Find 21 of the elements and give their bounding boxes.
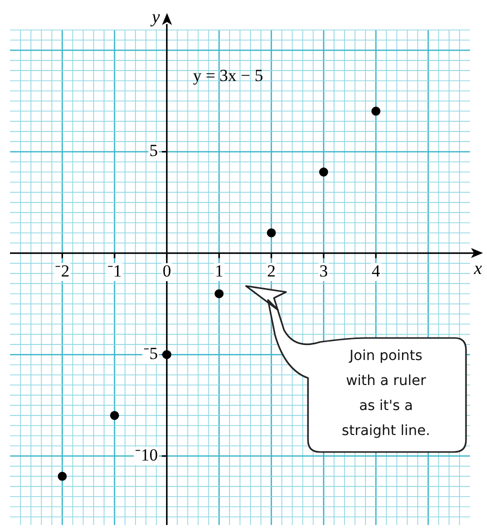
- y-axis-title: y: [150, 6, 160, 27]
- point: [319, 168, 328, 177]
- point: [371, 106, 380, 116]
- point: [58, 472, 67, 481]
- point: [110, 410, 120, 420]
- y-tick-label: ⁻5: [143, 344, 158, 364]
- y-tick-label: 5: [149, 141, 158, 160]
- x-tick-label: ⁻1: [107, 262, 122, 281]
- point: [266, 228, 276, 238]
- x-tick-label: 1: [214, 262, 224, 281]
- x-tick-label: 3: [319, 262, 328, 281]
- y-tick-label: ⁻10: [134, 445, 158, 464]
- point: [162, 350, 172, 360]
- x-tick-label: 2: [267, 262, 276, 281]
- x-axis-title: x: [473, 258, 482, 278]
- x-tick-label: ⁻2: [55, 262, 70, 281]
- x-tick-label: 0: [162, 262, 172, 281]
- annotation: y = 3x − 5: [192, 66, 264, 86]
- x-tick-label: 4: [372, 262, 381, 281]
- point: [214, 289, 224, 298]
- annotation: Join points with a ruler as it's a straight line.: [340, 347, 432, 441]
